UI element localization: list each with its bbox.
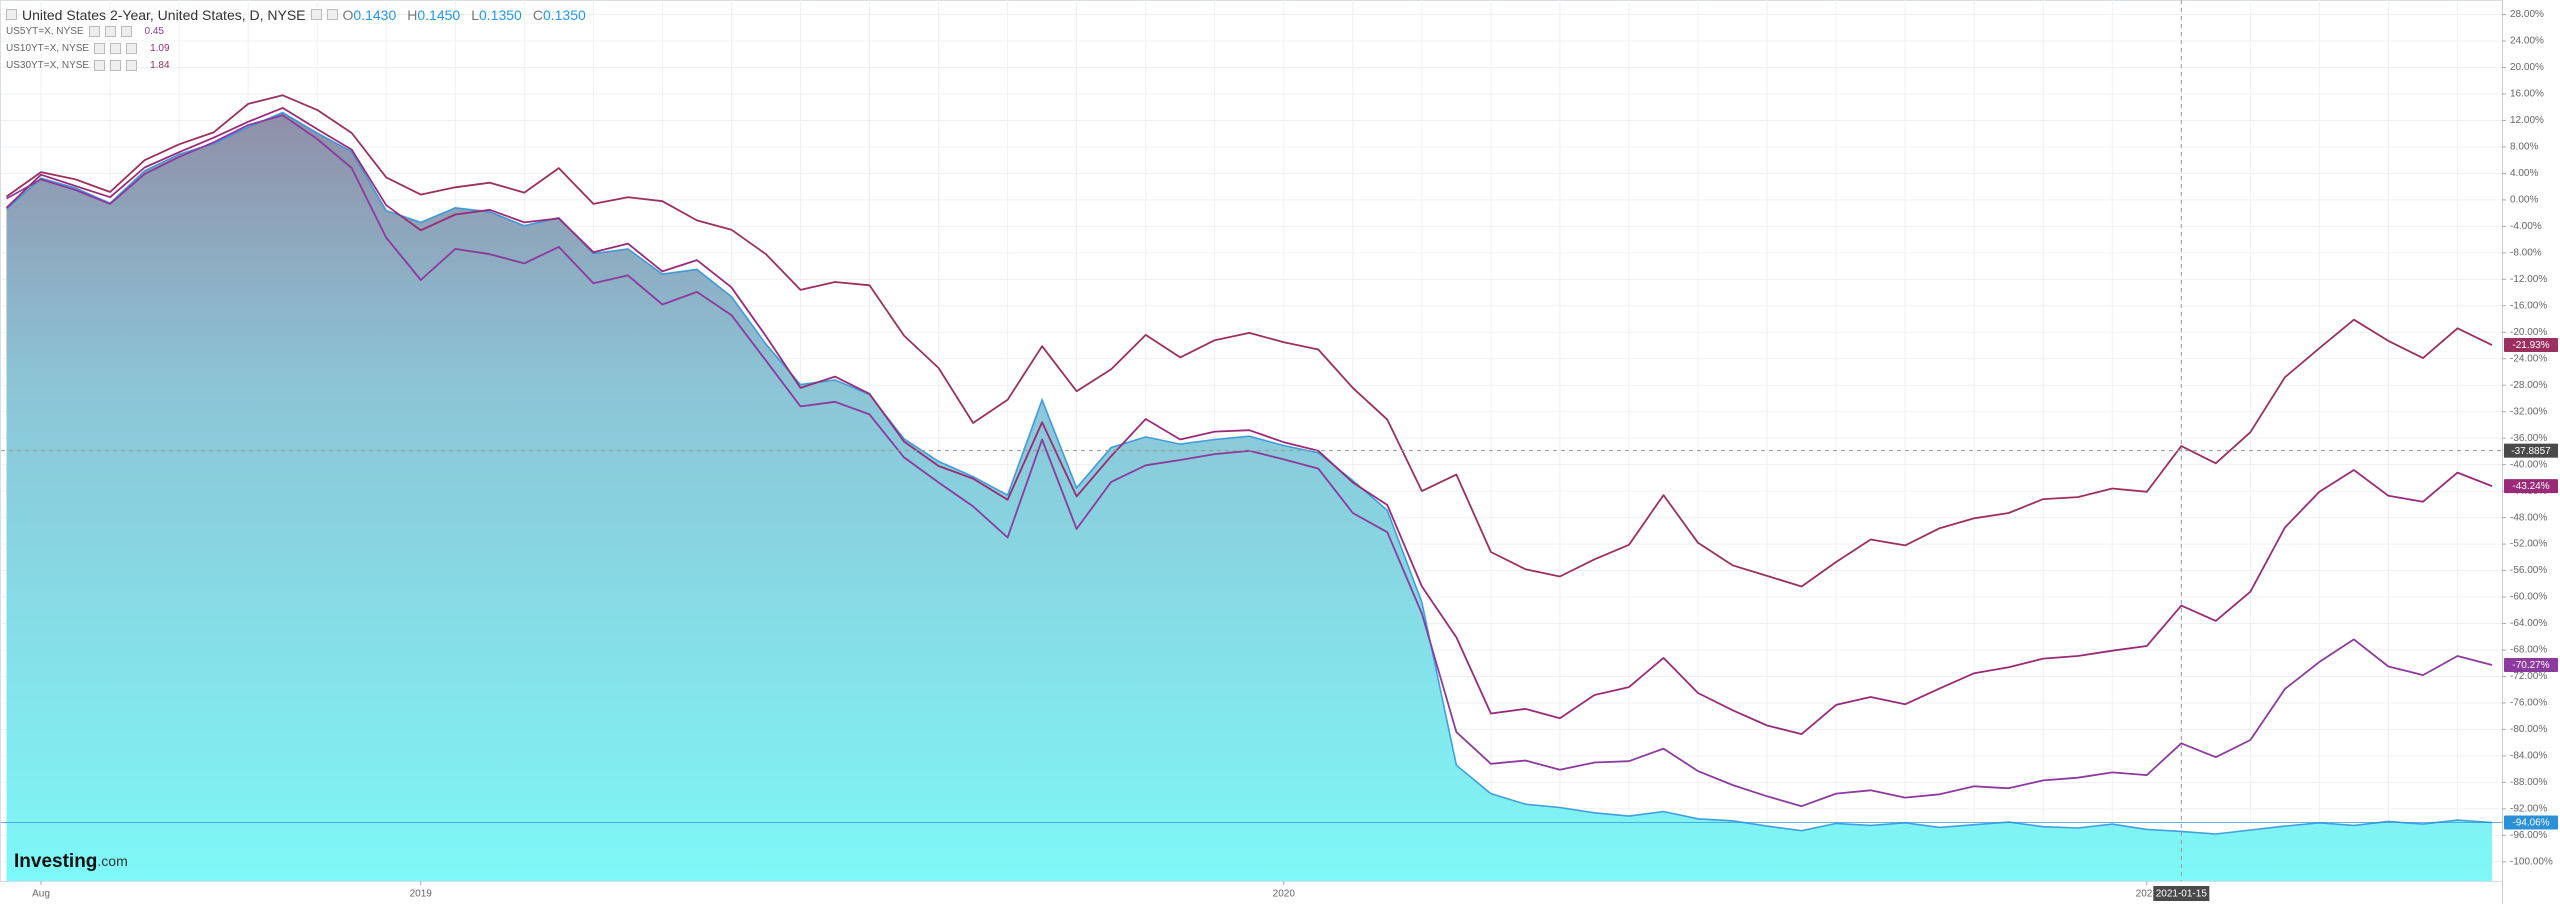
y-tick-label: -68.00% — [2510, 645, 2547, 656]
legend-icon — [94, 43, 106, 54]
legend-value: 1.84 — [150, 60, 170, 71]
price-badge-label: -21.93% — [2512, 340, 2549, 351]
y-tick-label: -24.00% — [2510, 353, 2547, 364]
y-tick-label: -56.00% — [2510, 565, 2547, 576]
price-badge — [2504, 815, 2558, 830]
y-tick-label: 4.00% — [2510, 168, 2538, 179]
ohlc-value: 0.1350 — [479, 6, 522, 23]
y-tick-label: -48.00% — [2510, 512, 2547, 523]
legend-row: United States 2-Year, United States, D, … — [6, 6, 592, 23]
price-badge-label: -94.06% — [2512, 818, 2549, 829]
y-tick-label: -96.00% — [2510, 830, 2547, 841]
ohlc-value: 0.1350 — [542, 6, 586, 23]
legend-icon — [310, 9, 322, 20]
y-tick-label: -32.00% — [2510, 406, 2547, 417]
y-tick-label: -60.00% — [2510, 592, 2547, 603]
x-tick-label: 2019 — [410, 889, 433, 900]
legend-icon — [110, 60, 122, 71]
crosshair-y-label: -37.8857 — [2511, 446, 2551, 457]
ohlc-key: H — [407, 6, 418, 23]
price-badge — [2504, 338, 2558, 353]
watermark-brand: Investing — [14, 851, 97, 872]
legend-row: US10YT=X, NYSE 1.09 — [6, 40, 592, 57]
y-tick-label: -4.00% — [2510, 221, 2542, 232]
price-badge — [2504, 479, 2558, 494]
legend-icon — [126, 43, 138, 54]
area-line — [5, 111, 2493, 835]
legend-icon — [326, 9, 338, 20]
y-tick-label: -40.00% — [2510, 459, 2547, 470]
y-tick-label: -100.00% — [2510, 856, 2553, 867]
y-tick-label: -52.00% — [2510, 539, 2547, 550]
x-tick-label: 2021 — [2136, 889, 2159, 900]
y-tick-label: -80.00% — [2510, 724, 2547, 735]
x-tick-label: 2020 — [1273, 889, 1296, 900]
legend-name: US5YT=X, NYSE — [6, 26, 84, 37]
y-tick-label: 8.00% — [2510, 142, 2538, 153]
legend-value: 0.45 — [144, 26, 164, 37]
legend-icon — [120, 26, 132, 37]
y-tick-label: -36.00% — [2510, 433, 2547, 444]
crosshair-y-badge — [2504, 443, 2558, 458]
price-badge-label: -70.27% — [2512, 660, 2549, 671]
y-tick-label: -88.00% — [2510, 777, 2547, 788]
ohlc-value: 0.1450 — [417, 6, 461, 23]
legend-name: US10YT=X, NYSE — [6, 43, 90, 54]
legend-icon — [104, 26, 116, 37]
legend-icon — [88, 26, 100, 37]
legend-row: US30YT=X, NYSE 1.84 — [6, 57, 592, 74]
y-tick-label: -72.00% — [2510, 671, 2547, 682]
area — [6, 112, 2492, 881]
line — [5, 107, 2493, 735]
legend-title: United States 2-Year, United States, D, … — [22, 6, 306, 23]
y-tick-label: 20.00% — [2510, 62, 2544, 73]
legend-name: US30YT=X, NYSE — [6, 60, 90, 71]
legend-icon — [126, 60, 138, 71]
legend-value: 1.09 — [150, 43, 170, 54]
legend: United States 2-Year, United States, D, … — [6, 6, 592, 74]
crosshair-x-badge — [2153, 886, 2210, 901]
y-tick-label: 24.00% — [2510, 36, 2544, 47]
ohlc-key: C — [532, 6, 543, 23]
y-tick-label: -12.00% — [2510, 274, 2547, 285]
y-tick-label: -64.00% — [2510, 618, 2547, 629]
y-tick-label: -16.00% — [2510, 300, 2547, 311]
legend-row: US5YT=X, NYSE 0.45 — [6, 23, 592, 40]
y-tick-label: 16.00% — [2510, 89, 2544, 100]
watermark: Investing.com — [14, 851, 128, 872]
y-tick-label: 12.00% — [2510, 115, 2544, 126]
y-tick-label: 28.00% — [2510, 9, 2544, 20]
y-tick-label: -92.00% — [2510, 803, 2547, 814]
crosshair-x-label: 2021-01-15 — [2156, 889, 2208, 900]
price-badge-label: -43.24% — [2512, 481, 2549, 492]
watermark-suffix: .com — [97, 853, 127, 869]
x-tick-label: Aug — [32, 889, 50, 900]
ohlc-key: O — [342, 6, 354, 23]
price-badge — [2504, 658, 2558, 673]
legend-icon — [110, 43, 122, 54]
legend-icon — [6, 9, 17, 20]
ohlc-value: 0.1430 — [353, 6, 397, 23]
y-tick-label: 0.00% — [2510, 195, 2538, 206]
y-tick-label: -20.00% — [2510, 327, 2547, 338]
line — [5, 94, 2493, 588]
y-tick-label: -28.00% — [2510, 380, 2547, 391]
y-tick-label: -84.00% — [2510, 751, 2547, 762]
legend-icon — [94, 60, 106, 71]
ohlc-key: L — [471, 6, 479, 23]
y-tick-label: -76.00% — [2510, 698, 2547, 709]
y-tick-label: -8.00% — [2510, 247, 2542, 258]
